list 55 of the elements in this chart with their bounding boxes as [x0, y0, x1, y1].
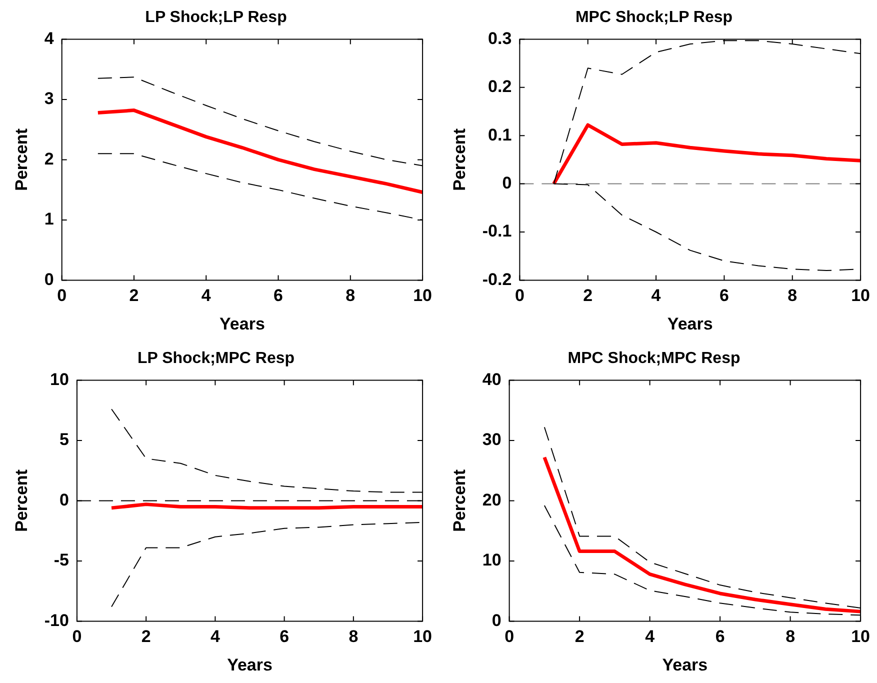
y-tick-label: -10 — [44, 610, 69, 630]
x-axis-title: Years — [220, 314, 265, 334]
y-tick-label: -0.2 — [482, 270, 512, 289]
y-tick-label: 0.3 — [488, 28, 512, 48]
chart-title: LP Shock;LP Resp — [145, 9, 288, 26]
chart-title: MPC Shock;LP Resp — [575, 9, 733, 26]
x-tick-label: 10 — [851, 627, 870, 646]
x-tick-label: 0 — [72, 627, 82, 646]
y-axis-title: Percent — [450, 469, 469, 532]
x-tick-label: 8 — [786, 627, 796, 646]
x-tick-label: 2 — [574, 627, 584, 646]
y-tick-label: 0.1 — [488, 125, 512, 144]
x-tick-label: 4 — [645, 627, 656, 646]
y-axis-title: Percent — [12, 128, 31, 191]
x-axis-title: Years — [662, 655, 708, 674]
x-tick-label: 4 — [201, 286, 212, 306]
x-tick-label: 8 — [346, 286, 356, 306]
x-tick-label: 10 — [413, 627, 432, 646]
y-tick-label: 2 — [44, 149, 54, 168]
x-tick-label: 10 — [413, 286, 432, 306]
y-tick-label: 4 — [44, 28, 54, 48]
x-tick-label: 0 — [514, 286, 524, 306]
x-tick-label: 10 — [851, 286, 870, 306]
y-tick-label: 20 — [482, 490, 502, 510]
y-axis-title: Percent — [450, 128, 469, 191]
x-tick-label: 4 — [651, 286, 662, 306]
y-tick-label: 0 — [44, 270, 54, 289]
x-tick-label: 8 — [348, 627, 358, 646]
x-tick-label: 2 — [141, 627, 151, 646]
x-tick-label: 2 — [583, 286, 593, 306]
y-tick-label: 3 — [44, 89, 54, 108]
chart-title: MPC Shock;MPC Resp — [568, 350, 740, 368]
y-tick-label: 30 — [482, 430, 502, 450]
y-tick-label: 0.2 — [488, 77, 512, 96]
x-tick-label: 6 — [719, 286, 729, 306]
y-tick-label: 10 — [482, 550, 502, 570]
x-tick-label: 6 — [274, 286, 284, 306]
y-tick-label: 0 — [60, 490, 69, 510]
chart-title: LP Shock;MPC Resp — [137, 350, 295, 368]
y-tick-label: 0 — [492, 610, 502, 630]
y-tick-label: 5 — [60, 430, 69, 450]
x-axis-title: Years — [667, 314, 713, 334]
x-tick-label: 8 — [788, 286, 798, 306]
x-tick-label: 6 — [280, 627, 290, 646]
x-axis-title: Years — [227, 655, 272, 674]
x-tick-label: 6 — [715, 627, 725, 646]
y-axis-title: Percent — [12, 469, 31, 532]
y-tick-label: 40 — [482, 370, 502, 389]
y-tick-label: 10 — [50, 370, 69, 389]
y-tick-label: 0 — [502, 173, 512, 192]
y-tick-label: -0.1 — [482, 222, 512, 241]
x-tick-label: 2 — [129, 286, 139, 306]
y-tick-label: 1 — [44, 210, 54, 229]
y-tick-label: -5 — [54, 550, 69, 570]
x-tick-label: 4 — [210, 627, 220, 646]
